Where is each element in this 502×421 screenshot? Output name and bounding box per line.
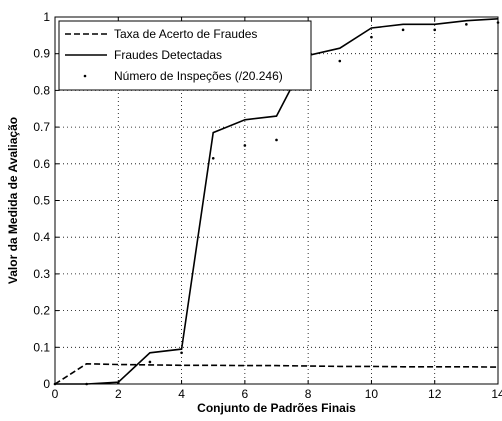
y-tick-label: 0.9: [33, 47, 50, 61]
series-group: [55, 18, 499, 385]
data-point: [465, 23, 468, 26]
plot-series: [53, 18, 500, 386]
series-group: [54, 362, 499, 385]
y-tick-label: 0.3: [33, 267, 50, 281]
y-axis-label: Valor da Medida de Avaliação: [6, 117, 20, 284]
data-point: [148, 360, 152, 364]
data-point: [433, 28, 437, 32]
y-tick-label: 0: [43, 377, 50, 391]
x-tick-label: 0: [52, 387, 59, 401]
x-tick-label: 6: [242, 387, 249, 401]
y-tick-label: 1: [43, 10, 50, 24]
x-tick-label: 12: [428, 387, 442, 401]
legend: Taxa de Acerto de Fraudes Fraudes Detecta…: [58, 20, 312, 91]
y-tick-label: 0.4: [33, 230, 50, 244]
legend-label: Taxa de Acerto de Fraudes: [114, 27, 257, 41]
data-point: [211, 156, 215, 160]
series-line: [54, 362, 499, 385]
x-tick-label: 4: [178, 387, 185, 401]
data-point: [180, 351, 183, 355]
data-point: [401, 28, 405, 32]
series-group: [53, 21, 500, 386]
data-point: [243, 144, 247, 147]
y-tick-label: 0.5: [33, 194, 50, 208]
legend-label: Número de Inspeções (/20.246): [114, 69, 283, 83]
data-point: [338, 59, 342, 63]
x-tick-label: 8: [305, 387, 312, 401]
series-line: [55, 18, 499, 385]
y-tick-label: 0.1: [33, 340, 50, 354]
y-tick-label: 0.7: [33, 120, 50, 134]
data-point: [370, 35, 373, 39]
x-tick-label: 2: [115, 387, 122, 401]
legend-label: Fraudes Detectadas: [114, 48, 222, 62]
y-tick-label: 0.8: [33, 83, 50, 97]
data-point: [275, 138, 278, 142]
x-tick-label: 10: [365, 387, 379, 401]
axis-ticks: 0 2 4 6 8 10 12 14 0 0.1 0.2 0.3 0.4 0.5 0.6 0.7 0.8 0.9 1: [33, 10, 502, 401]
x-axis-label: Conjunto de Padrões Finais: [197, 401, 356, 415]
y-tick-label: 0.2: [33, 304, 50, 318]
legend-marker: [83, 74, 87, 78]
y-tick-label: 0.6: [33, 157, 50, 171]
x-tick-label: 14: [491, 387, 502, 401]
